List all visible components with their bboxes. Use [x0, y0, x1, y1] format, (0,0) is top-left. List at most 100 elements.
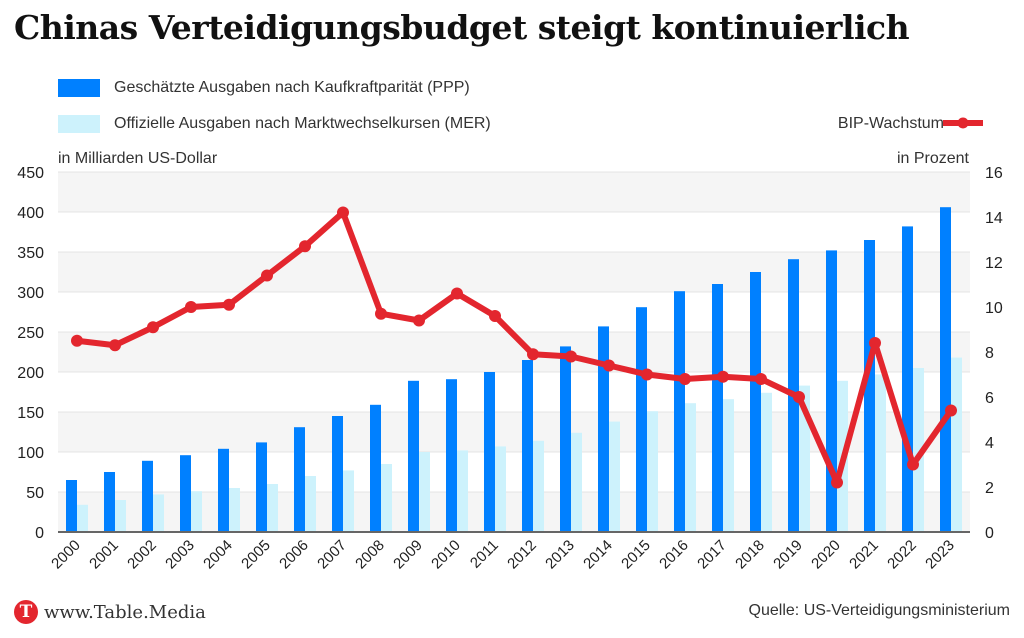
bar-mer — [533, 440, 544, 532]
bar-ppp — [446, 379, 457, 532]
x-tick-label: 2010 — [428, 537, 464, 573]
bar-ppp — [66, 480, 77, 532]
bar-mer — [685, 403, 696, 532]
gdp-growth-line — [76, 209, 954, 486]
x-tick-label: 2004 — [200, 537, 236, 573]
bar-ppp — [750, 272, 761, 532]
y-right-tick-label: 16 — [985, 165, 1003, 182]
gdp-point — [337, 206, 349, 219]
gdp-point — [489, 310, 501, 322]
x-tick-label: 2005 — [238, 537, 274, 573]
bar-ppp — [180, 455, 191, 532]
legend-label-ppp: Geschätzte Ausgaben nach Kaufkraftparitä… — [114, 79, 470, 96]
gdp-point — [413, 314, 425, 327]
x-tick-label: 2007 — [314, 537, 350, 573]
left-axis-unit-label: in Milliarden US-Dollar — [58, 150, 218, 167]
x-tick-label: 2021 — [846, 537, 882, 573]
bar-ppp — [370, 404, 381, 532]
bar-ppp — [218, 448, 229, 532]
grid-band — [58, 252, 970, 292]
bar-mer — [115, 500, 126, 532]
y-right-tick-label: 14 — [985, 210, 1003, 227]
gdp-point — [565, 350, 577, 363]
gdp-point — [109, 339, 121, 352]
bar-ppp — [940, 207, 951, 532]
bar-mer — [77, 504, 88, 532]
gdp-point — [869, 337, 881, 349]
gdp-point — [71, 334, 83, 347]
bar-ppp — [256, 442, 267, 532]
bar-mer — [191, 491, 202, 532]
gdp-point — [755, 373, 767, 385]
gdp-point — [375, 307, 387, 320]
bar-mer — [875, 374, 886, 532]
y-right-tick-label: 2 — [985, 480, 994, 497]
gdp-point — [831, 476, 843, 489]
legend-item-mer: Offizielle Ausgaben nach Marktwechselkur… — [58, 115, 491, 133]
bar-mer — [495, 446, 506, 532]
gdp-point — [793, 391, 805, 403]
gdp-point — [717, 370, 729, 383]
y-left-tick-label: 350 — [17, 245, 44, 262]
x-tick-label: 2000 — [48, 537, 84, 573]
bar-mer — [381, 464, 392, 532]
y-right-tick-label: 12 — [985, 255, 1003, 272]
y-left-tick-label: 400 — [17, 205, 44, 222]
x-tick-label: 2011 — [467, 537, 502, 572]
legend-label-mer: Offizielle Ausgaben nach Marktwechselkur… — [114, 115, 491, 132]
y-left-tick-label: 100 — [17, 445, 44, 462]
bar-mer — [723, 399, 734, 532]
legend-swatch-mer — [58, 115, 100, 133]
x-tick-label: 2019 — [770, 537, 806, 573]
legend-item-ppp: Geschätzte Ausgaben nach Kaufkraftparitä… — [58, 79, 470, 97]
bar-ppp — [294, 427, 305, 532]
x-tick-label: 2001 — [86, 537, 122, 573]
bar-mer — [647, 411, 658, 532]
y-right-tick-label: 0 — [985, 525, 994, 542]
bar-ppp — [332, 416, 343, 532]
bar-mer — [951, 357, 962, 532]
right-axis-unit-label: in Prozent — [896, 150, 969, 167]
x-tick-label: 2002 — [124, 537, 160, 573]
bar-mer — [229, 488, 240, 532]
site-link[interactable]: www.Table.Media — [44, 601, 206, 623]
y-right-tick-label: 8 — [985, 345, 994, 362]
x-tick-label: 2003 — [162, 537, 198, 573]
legend-swatch-ppp — [58, 79, 100, 97]
x-tick-label: 2018 — [732, 537, 768, 573]
x-tick-label: 2008 — [352, 537, 388, 573]
bar-ppp — [902, 226, 913, 532]
gdp-point — [185, 301, 197, 313]
bar-ppp — [674, 291, 685, 532]
y-left-tick-label: 50 — [26, 485, 44, 502]
chart-title: Chinas Verteidigungsbudget steigt kontin… — [14, 8, 910, 47]
x-tick-label: 2015 — [618, 537, 654, 573]
y-left-tick-label: 150 — [17, 405, 44, 422]
grid-band — [58, 172, 970, 212]
bar-ppp — [560, 346, 571, 532]
bar-ppp — [408, 380, 419, 532]
bar-mer — [799, 385, 810, 532]
gdp-point — [261, 269, 273, 282]
x-tick-label: 2009 — [390, 537, 426, 573]
y-left-tick-label: 0 — [35, 525, 44, 542]
gdp-point — [945, 404, 957, 417]
table-media-logo-icon: T — [14, 600, 38, 624]
grid-band — [58, 492, 970, 532]
gdp-point — [603, 359, 615, 372]
x-tick-label: 2023 — [922, 537, 958, 573]
bar-ppp — [636, 307, 647, 532]
bar-ppp — [864, 240, 875, 532]
x-tick-label: 2022 — [884, 537, 920, 573]
footer-brand: T www.Table.Media — [14, 600, 206, 624]
bar-ppp — [826, 250, 837, 532]
bar-mer — [571, 432, 582, 532]
legend-line-marker-gdp — [943, 117, 983, 129]
x-tick-label: 2006 — [276, 537, 312, 573]
x-tick-label: 2016 — [656, 537, 692, 573]
bar-ppp — [598, 326, 609, 532]
bar-mer — [267, 484, 278, 532]
gdp-point — [907, 458, 919, 471]
y-left-tick-label: 450 — [17, 165, 44, 182]
y-left-tick-label: 200 — [17, 365, 44, 382]
